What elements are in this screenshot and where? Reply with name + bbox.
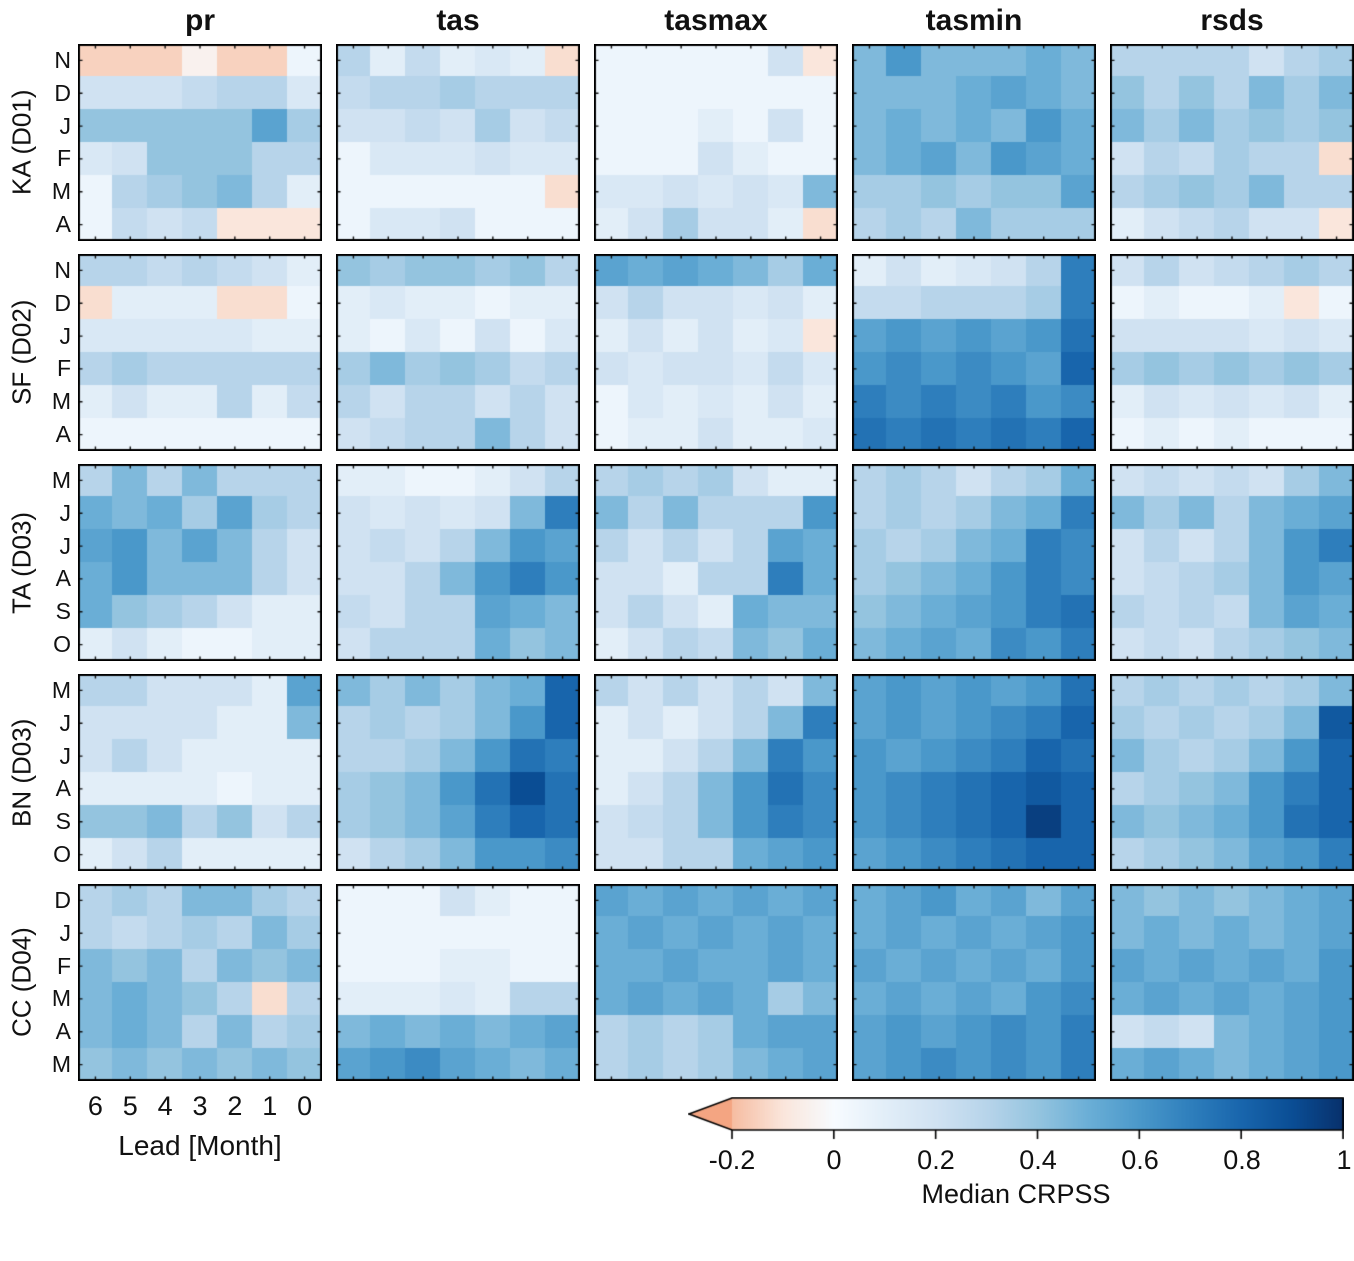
figure-row-ta: TA (D03) M J J A S O (0, 464, 1354, 661)
month-tick-label: S (55, 808, 71, 835)
month-tick-label: A (55, 565, 71, 592)
heatmap-panel-ka-tasmax (594, 44, 838, 241)
bottom-axis-area: 6 5 4 3 2 1 0 Lead [Month] -0.2 0 0.2 0.… (0, 1091, 1354, 1261)
month-tick-label: J (59, 322, 72, 349)
month-tick-label: F (56, 952, 71, 979)
month-axis: N D J F M A (44, 44, 78, 241)
heatmap-panel-sf-tasmax (594, 254, 838, 451)
figure-panel-grid: pr tas tasmax tasmin rsds KA (D01) N D J… (0, 4, 1354, 1209)
heatmap-panel-ka-pr (78, 44, 322, 241)
colorbar-label: Median CRPSS (921, 1179, 1111, 1209)
row-label-ka: KA (D01) (6, 89, 37, 196)
month-tick-label: N (54, 46, 71, 73)
column-title-tas: tas (436, 4, 480, 37)
month-tick-label: A (55, 211, 71, 238)
heatmap-panel-ta-tas (336, 464, 580, 661)
figure-row-sf: SF (D02) N D J F M A (0, 254, 1354, 451)
month-tick-label: S (55, 598, 71, 625)
month-tick-label: O (53, 841, 71, 868)
colorbar-tick-label: -0.2 (708, 1145, 756, 1175)
lead-axis: 6 5 4 3 2 1 0 Lead [Month] (78, 1091, 322, 1162)
colorbar-tick-labels: -0.2 0 0.2 0.4 0.6 0.8 1 (688, 1143, 1352, 1175)
month-tick-label: M (51, 676, 71, 703)
lead-tick-label: 1 (262, 1091, 278, 1121)
month-tick-label: J (59, 709, 72, 736)
month-tick-label: N (54, 256, 71, 283)
row-label-ta: TA (D03) (6, 511, 37, 614)
colorbar-tick-label: 0 (826, 1145, 842, 1175)
heatmap-panel-cc-tasmin (852, 884, 1096, 1081)
month-axis: M J J A S O (44, 464, 78, 661)
lead-tick-label: 4 (157, 1091, 173, 1121)
month-axis: N D J F M A (44, 254, 78, 451)
lead-tick-label: 6 (87, 1091, 103, 1121)
heatmap-panel-bn-pr (78, 674, 322, 871)
heatmap-panel-ta-tasmin (852, 464, 1096, 661)
colorbar-tick-label: 0.2 (917, 1145, 955, 1175)
figure-row-cc: CC (D04) D J F M A M (0, 884, 1354, 1081)
column-titles: pr tas tasmax tasmin rsds (0, 4, 1354, 40)
column-title-rsds: rsds (1200, 4, 1264, 37)
month-tick-label: M (51, 1051, 71, 1078)
month-axis: M J J A S O (44, 674, 78, 871)
month-axis: D J F M A M (44, 884, 78, 1081)
heatmap-panel-ka-tasmin (852, 44, 1096, 241)
heatmap-panel-ta-tasmax (594, 464, 838, 661)
month-tick-label: A (55, 1018, 71, 1045)
month-tick-label: J (59, 112, 72, 139)
lead-tick-labels: 6 5 4 3 2 1 0 (78, 1091, 322, 1122)
lead-tick-label: 2 (227, 1091, 243, 1121)
column-title-pr: pr (185, 4, 215, 37)
colorbar-gradient (688, 1097, 1344, 1143)
heatmap-panel-ka-rsds (1110, 44, 1354, 241)
month-tick-label: J (59, 919, 72, 946)
month-tick-label: M (51, 178, 71, 205)
lead-tick-label: 0 (297, 1091, 313, 1121)
heatmap-panel-ta-rsds (1110, 464, 1354, 661)
month-tick-label: M (51, 388, 71, 415)
row-label-cc: CC (D04) (6, 927, 37, 1038)
heatmap-panel-sf-pr (78, 254, 322, 451)
month-tick-label: F (56, 145, 71, 172)
heatmap-panel-sf-rsds (1110, 254, 1354, 451)
colorbar-tick-label: 1 (1336, 1145, 1352, 1175)
colorbar-tick-label: 0.6 (1121, 1145, 1159, 1175)
heatmap-panel-bn-rsds (1110, 674, 1354, 871)
heatmap-panel-cc-tas (336, 884, 580, 1081)
month-tick-label: M (51, 985, 71, 1012)
month-tick-label: D (54, 289, 71, 316)
row-label-bn: BN (D03) (6, 718, 37, 827)
month-tick-label: O (53, 631, 71, 658)
colorbar-tick-label: 0.8 (1223, 1145, 1261, 1175)
month-tick-label: J (59, 499, 72, 526)
month-tick-label: D (54, 79, 71, 106)
month-tick-label: J (59, 742, 72, 769)
lead-tick-label: 3 (192, 1091, 208, 1121)
heatmap-panel-cc-tasmax (594, 884, 838, 1081)
column-title-tasmax: tasmax (664, 4, 768, 37)
figure-row-ka: KA (D01) N D J F M A (0, 44, 1354, 241)
heatmap-panel-bn-tasmax (594, 674, 838, 871)
heatmap-panel-ta-pr (78, 464, 322, 661)
month-tick-label: M (51, 466, 71, 493)
month-tick-label: D (54, 886, 71, 913)
heatmap-panel-cc-pr (78, 884, 322, 1081)
heatmap-panel-bn-tasmin (852, 674, 1096, 871)
lead-tick-label: 5 (122, 1091, 138, 1121)
month-tick-label: A (55, 421, 71, 448)
column-title-tasmin: tasmin (925, 4, 1023, 37)
month-tick-label: A (55, 775, 71, 802)
heatmap-panel-sf-tas (336, 254, 580, 451)
figure-row-bn: BN (D03) M J J A S O (0, 674, 1354, 871)
colorbar: -0.2 0 0.2 0.4 0.6 0.8 1 Median CRPSS (688, 1097, 1352, 1210)
heatmap-panel-ka-tas (336, 44, 580, 241)
colorbar-tick-label: 0.4 (1019, 1145, 1057, 1175)
heatmap-panel-sf-tasmin (852, 254, 1096, 451)
month-tick-label: J (59, 532, 72, 559)
heatmap-panel-cc-rsds (1110, 884, 1354, 1081)
heatmap-panel-bn-tas (336, 674, 580, 871)
x-axis-label: Lead [Month] (118, 1130, 282, 1161)
row-label-sf: SF (D02) (6, 299, 37, 406)
month-tick-label: F (56, 355, 71, 382)
